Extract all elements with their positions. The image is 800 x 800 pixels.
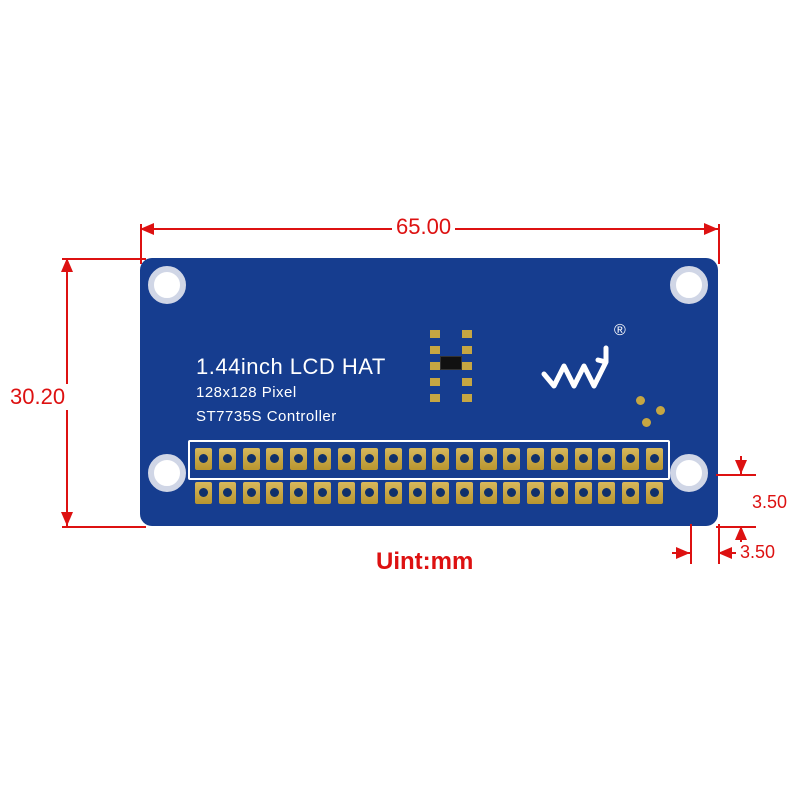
gpio-hole — [223, 454, 232, 463]
gpio-hole — [484, 454, 493, 463]
dim-value-hole-v: 3.50 — [748, 492, 791, 513]
smd-pad — [462, 394, 472, 402]
silk-resolution: 128x128 Pixel — [196, 384, 297, 401]
gpio-hole — [389, 454, 398, 463]
via — [656, 406, 665, 415]
smd-pad — [430, 346, 440, 354]
silk-controller: ST7735S Controller — [196, 408, 337, 425]
mounting-hole — [670, 266, 708, 304]
gpio-hole — [223, 488, 232, 497]
gpio-hole — [650, 454, 659, 463]
gpio-hole — [342, 488, 351, 497]
gpio-hole — [389, 488, 398, 497]
unit-label: Uint:mm — [376, 548, 473, 576]
smd-pad — [430, 330, 440, 338]
arrow-icon — [140, 223, 154, 235]
mounting-hole — [670, 454, 708, 492]
gpio-hole — [413, 488, 422, 497]
dim-ext — [718, 224, 720, 264]
smd-pad — [430, 378, 440, 386]
gpio-hole — [318, 454, 327, 463]
gpio-hole — [460, 454, 469, 463]
arrow-icon — [61, 512, 73, 526]
dim-ext — [690, 524, 692, 564]
gpio-hole — [413, 454, 422, 463]
smd-pad — [462, 378, 472, 386]
smd-pad — [462, 346, 472, 354]
gpio-hole — [555, 488, 564, 497]
smd-pad — [430, 394, 440, 402]
gpio-hole — [342, 454, 351, 463]
gpio-hole — [460, 488, 469, 497]
gpio-hole — [579, 454, 588, 463]
silk-title: 1.44inch LCD HAT — [196, 354, 386, 380]
gpio-header — [192, 444, 666, 512]
registered-mark: ® — [614, 322, 626, 340]
gpio-hole — [626, 454, 635, 463]
smd-chip — [440, 356, 462, 370]
smd-pad — [430, 362, 440, 370]
dim-ext — [62, 258, 146, 260]
dim-ext — [716, 474, 756, 476]
mounting-hole — [148, 266, 186, 304]
arrow-icon — [735, 460, 747, 474]
smd-pad — [462, 362, 472, 370]
arrow-icon — [704, 223, 718, 235]
smd-pad — [462, 330, 472, 338]
dim-ext — [62, 526, 146, 528]
diagram-stage: 1.44inch LCD HAT 128x128 Pixel ST7735S C… — [0, 0, 800, 800]
arrow-icon — [61, 258, 73, 272]
gpio-hole — [484, 488, 493, 497]
via — [636, 396, 645, 405]
waveshare-logo — [540, 342, 620, 403]
gpio-hole — [247, 488, 256, 497]
dim-value-height: 30.20 — [6, 384, 69, 410]
arrow-icon — [718, 547, 732, 559]
gpio-hole — [579, 488, 588, 497]
arrow-icon — [676, 547, 690, 559]
arrow-icon — [735, 526, 747, 540]
dim-value-hole-h: 3.50 — [736, 542, 779, 563]
dim-value-width: 65.00 — [392, 214, 455, 240]
via — [642, 418, 651, 427]
smd-components — [430, 330, 490, 420]
gpio-hole — [555, 454, 564, 463]
gpio-hole — [247, 454, 256, 463]
gpio-hole — [318, 488, 327, 497]
gpio-hole — [626, 488, 635, 497]
gpio-hole — [650, 488, 659, 497]
mounting-hole — [148, 454, 186, 492]
